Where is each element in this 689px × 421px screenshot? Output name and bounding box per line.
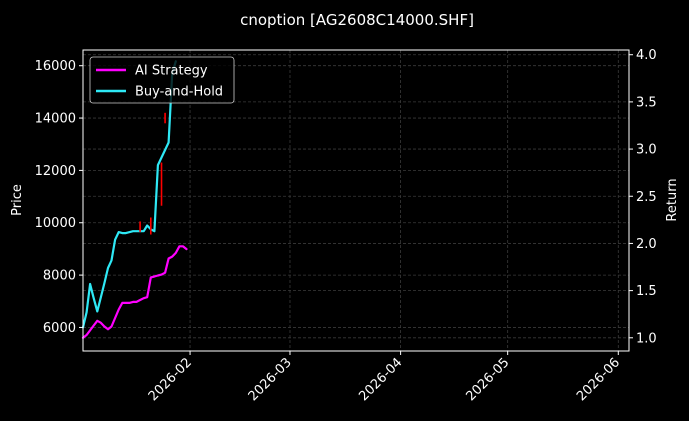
y-axis-label: Price bbox=[10, 184, 25, 216]
plot-frame bbox=[82, 49, 630, 352]
chart-legend: AI Strategy Buy-and-Hold bbox=[89, 56, 235, 104]
y-tick-label: 8000 bbox=[43, 269, 76, 284]
y2-axis-label: Return bbox=[665, 178, 680, 221]
y2-tick-label: 3.5 bbox=[636, 95, 657, 110]
x-tick-label: 2026-05 bbox=[463, 355, 512, 404]
y2-tick-label: 1.0 bbox=[636, 331, 657, 346]
chart-marks bbox=[81, 60, 188, 339]
y-tick-label: 14000 bbox=[35, 112, 76, 127]
y-tick-label: 10000 bbox=[35, 216, 76, 231]
legend-label: Buy-and-Hold bbox=[135, 85, 223, 100]
series-line-buy-and-hold bbox=[81, 60, 177, 329]
y2-tick-label: 2.5 bbox=[636, 190, 657, 205]
chart-title: cnoption [AG2608C14000.SHF] bbox=[240, 11, 474, 29]
x-tick-label: 2026-06 bbox=[574, 355, 623, 404]
x-tick-label: 2026-04 bbox=[356, 355, 405, 404]
x-tick-label: 2026-02 bbox=[146, 355, 195, 404]
y-tick-label: 16000 bbox=[35, 59, 76, 74]
y2-tick-label: 4.0 bbox=[636, 48, 657, 63]
series-line-ai-strategy bbox=[81, 245, 188, 339]
legend-label: AI Strategy bbox=[135, 64, 208, 79]
y2-tick-label: 3.0 bbox=[636, 143, 657, 158]
y-tick-label: 12000 bbox=[35, 164, 76, 179]
y2-tick-label: 2.0 bbox=[636, 237, 657, 252]
y-tick-label: 6000 bbox=[43, 321, 76, 336]
x-tick-label: 2026-03 bbox=[246, 355, 295, 404]
y2-tick-label: 1.5 bbox=[636, 284, 657, 299]
